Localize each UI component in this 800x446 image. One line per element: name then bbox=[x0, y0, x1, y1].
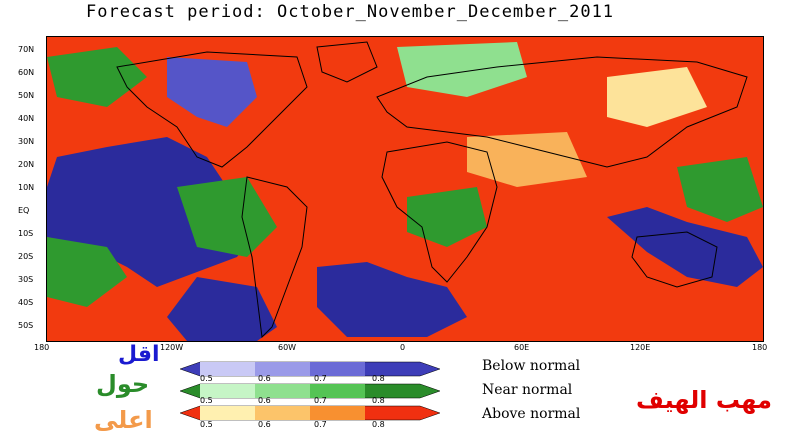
near-normal-patch-3 bbox=[47, 237, 127, 307]
arabic-below-label: اقل bbox=[118, 342, 160, 367]
scale-tick: 0.8 bbox=[372, 420, 385, 429]
scale-tick: 0.5 bbox=[200, 420, 213, 429]
australia-outline bbox=[631, 231, 718, 288]
scale-tick: 0.6 bbox=[258, 420, 271, 429]
lat-label: 30N bbox=[18, 137, 35, 146]
legend-label-near: Near normal bbox=[482, 382, 573, 398]
lon-label: 120E bbox=[630, 343, 651, 352]
near-normal-patch-1 bbox=[47, 47, 147, 107]
author-credit: مهب الهيف bbox=[636, 386, 772, 414]
scale-tick: 0.6 bbox=[258, 374, 271, 383]
arabic-near-label: حول bbox=[96, 370, 150, 398]
south-atlantic-below-region bbox=[317, 262, 467, 337]
scale-tick: 0.7 bbox=[314, 374, 327, 383]
near-normal-patch-4 bbox=[407, 187, 487, 247]
above-normal-scale bbox=[180, 405, 440, 421]
lat-label: 20S bbox=[18, 252, 34, 261]
north-america-below-region bbox=[167, 57, 257, 127]
lat-label: 50N bbox=[18, 91, 35, 100]
lat-label: 20N bbox=[18, 160, 35, 169]
eurasia-outline bbox=[376, 56, 748, 168]
scale-tick: 0.8 bbox=[372, 374, 385, 383]
below-normal-scale bbox=[180, 361, 440, 377]
scale-tick: 0.8 bbox=[372, 396, 385, 405]
arabic-above-label: اعلى bbox=[94, 406, 153, 434]
lon-label: 60W bbox=[278, 343, 297, 352]
lat-label: 30S bbox=[18, 275, 34, 284]
scale-tick: 0.6 bbox=[258, 396, 271, 405]
legend-label-below: Below normal bbox=[482, 358, 581, 374]
lat-label: 40S bbox=[18, 298, 34, 307]
lon-label: 120W bbox=[160, 343, 184, 352]
north-america-outline bbox=[116, 51, 308, 168]
near-normal-patch-2 bbox=[177, 177, 277, 257]
scale-tick: 0.7 bbox=[314, 396, 327, 405]
south-america-outline bbox=[241, 176, 308, 339]
lon-label: 180 bbox=[34, 343, 50, 352]
lat-label: 40N bbox=[18, 114, 35, 123]
lat-label: 70N bbox=[18, 45, 35, 54]
near-normal-patch-5 bbox=[677, 157, 763, 222]
lon-label: 0 bbox=[400, 343, 406, 352]
lat-label: EQ bbox=[18, 206, 30, 215]
africa-outline bbox=[381, 141, 498, 283]
greenland-outline bbox=[316, 41, 378, 83]
near-normal-scale bbox=[180, 383, 440, 399]
near-normal-patch-8 bbox=[467, 132, 587, 187]
lat-label: 50S bbox=[18, 321, 34, 330]
scale-tick: 0.5 bbox=[200, 374, 213, 383]
scale-tick: 0.7 bbox=[314, 420, 327, 429]
indian-below-region bbox=[607, 207, 763, 287]
lat-label: 60N bbox=[18, 68, 35, 77]
lon-label: 60E bbox=[514, 343, 530, 352]
legend-label-above: Above normal bbox=[482, 406, 581, 422]
forecast-map bbox=[46, 36, 764, 342]
scale-tick: 0.5 bbox=[200, 396, 213, 405]
lat-label: 10N bbox=[18, 183, 35, 192]
near-normal-patch-7 bbox=[607, 67, 707, 127]
lon-label: 180 bbox=[752, 343, 768, 352]
south-pacific-below-region bbox=[167, 277, 277, 341]
near-normal-patch-6 bbox=[397, 42, 527, 97]
lat-label: 10S bbox=[18, 229, 34, 238]
forecast-title: Forecast period: October_November_Decemb… bbox=[86, 2, 615, 22]
